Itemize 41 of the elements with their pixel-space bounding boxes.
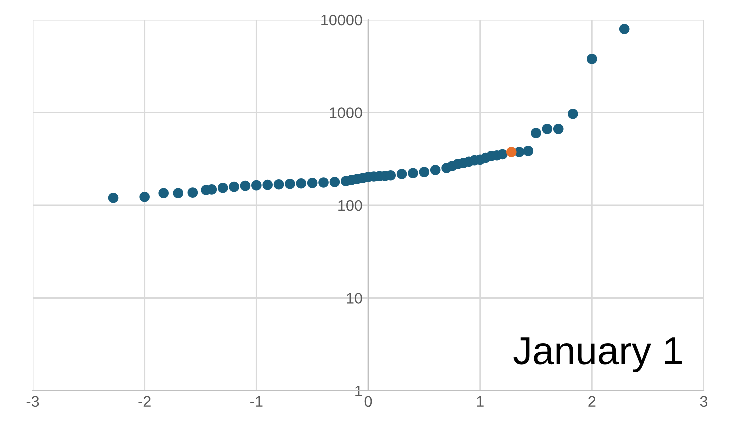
annotation: January 1: [514, 338, 682, 372]
point: [140, 192, 150, 202]
point: [285, 178, 296, 190]
y-tick-label: 10000: [322, 14, 362, 26]
x-tick-label: 0: [364, 396, 372, 408]
point: [619, 24, 630, 34]
point: [262, 180, 273, 190]
point: [430, 165, 441, 176]
point: [523, 146, 534, 156]
point: [108, 193, 119, 204]
y-tick-label: 100: [338, 200, 362, 212]
x-tick-label: -2: [138, 396, 151, 407]
point: [274, 179, 284, 190]
x-tick-label: 2: [588, 396, 596, 407]
point: [318, 178, 329, 188]
point: [188, 188, 198, 198]
x-tick-label: -1: [250, 396, 263, 407]
y-tick-label: 1000: [330, 108, 362, 118]
point: [396, 169, 408, 180]
point: [498, 149, 508, 160]
point: [158, 188, 169, 199]
point: [531, 128, 542, 138]
x-tick-label: -3: [26, 396, 40, 408]
x-tick-label: 1: [477, 396, 484, 407]
point: [296, 178, 307, 189]
point: [568, 108, 578, 120]
point: [252, 180, 262, 191]
y-tick-label: 10: [347, 293, 362, 304]
point: [173, 188, 184, 199]
point: [587, 54, 598, 64]
point: [240, 180, 251, 192]
point: [307, 178, 318, 188]
point: [229, 182, 240, 192]
point: [506, 147, 517, 158]
point: [553, 124, 564, 134]
point: [330, 177, 340, 188]
point: [408, 168, 418, 179]
point: [218, 182, 228, 194]
point: [419, 167, 430, 178]
x-tick-label: 3: [700, 396, 708, 408]
point: [542, 124, 553, 134]
